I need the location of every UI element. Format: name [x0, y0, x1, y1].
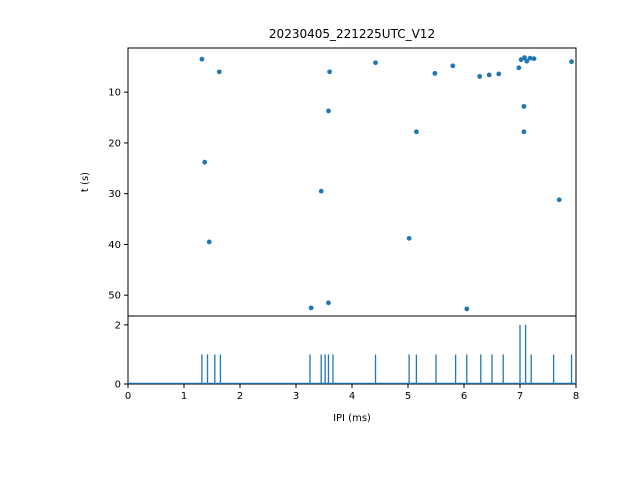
y-tick-label: 2: [115, 320, 121, 331]
hist-axes-frame: [127, 315, 577, 385]
marks-layer: [128, 55, 576, 384]
x-tick-label: 7: [517, 391, 523, 402]
scatter-point: [516, 65, 522, 71]
y-tick-label: 30: [108, 189, 121, 200]
scatter-point: [432, 70, 438, 76]
scatter-point: [308, 305, 314, 311]
scatter-point: [569, 59, 574, 65]
scatter-point: [414, 129, 419, 135]
scatter-point: [373, 60, 378, 66]
y-tick-label: 40: [108, 240, 121, 251]
scatter-axes-frame: [127, 47, 577, 317]
y-axis-label: t (s): [80, 172, 91, 192]
x-tick-label: 8: [573, 391, 579, 402]
scatter-point: [318, 188, 324, 194]
scatter-point: [521, 129, 527, 135]
scatter-point: [521, 103, 527, 109]
scatter-point: [199, 56, 205, 62]
scatter-point: [556, 197, 562, 203]
scatter-point: [327, 69, 332, 75]
scatter-point: [326, 300, 331, 306]
scatter-point: [450, 63, 456, 69]
y-tick-label: 20: [108, 138, 121, 149]
x-axis-label: IPI (ms): [333, 413, 371, 424]
scatter-point: [486, 72, 492, 78]
scatter-point: [216, 69, 222, 75]
x-tick-label: 1: [181, 391, 187, 402]
x-tick-label: 3: [293, 391, 299, 402]
scatter-point: [524, 58, 530, 64]
y-tick-label: 10: [108, 88, 121, 99]
chart-title: 20230405_221225UTC_V12: [269, 27, 435, 41]
scatter-point: [406, 235, 412, 241]
scatter-point: [202, 159, 208, 165]
scatter-point: [206, 239, 212, 245]
x-tick-label: 6: [461, 391, 467, 402]
y-tick-label: 0: [115, 380, 121, 391]
scatter-point: [464, 306, 470, 312]
scatter-point: [477, 74, 483, 79]
x-tick-label: 2: [237, 391, 243, 402]
x-tick-label: 4: [349, 391, 355, 402]
scatter-point: [522, 55, 527, 61]
scatter-point: [531, 56, 537, 62]
y-tick-label: 50: [108, 291, 121, 302]
x-tick-label: 5: [405, 391, 411, 402]
x-tick-label: 0: [125, 391, 131, 402]
scatter-point: [527, 55, 533, 61]
scatter-point: [326, 108, 331, 114]
scatter-point: [496, 71, 502, 77]
